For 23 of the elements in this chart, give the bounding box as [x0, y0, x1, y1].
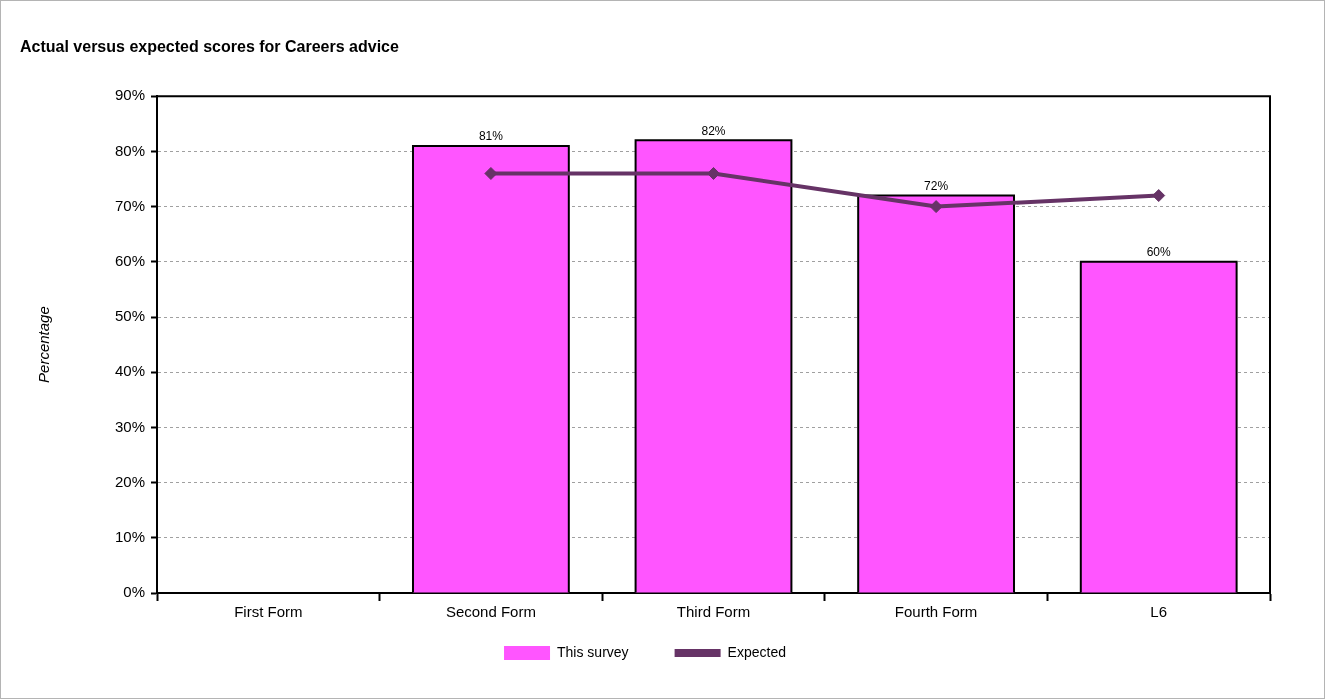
x-tick-label: First Form [234, 603, 303, 621]
x-tick-label: Fourth Form [894, 603, 978, 621]
y-tick-label: 20% [114, 472, 145, 490]
data-label: 72% [924, 178, 949, 193]
y-tick-label: 40% [114, 362, 145, 380]
y-tick-label: 60% [114, 251, 145, 269]
legend-label: Expected [727, 643, 786, 660]
x-tick-label: L6 [1150, 603, 1168, 621]
x-tick-label: Second Form [445, 603, 536, 621]
data-label: 60% [1146, 245, 1172, 260]
chart-title: Actual versus expected scores for Careers advice [20, 38, 399, 56]
y-tick-label: 90% [114, 86, 145, 104]
y-tick-label: 50% [114, 307, 145, 325]
y-tick-label: 30% [114, 417, 145, 435]
legend-label: This survey [557, 643, 629, 660]
y-axis-title: Percentage [35, 306, 53, 383]
y-tick-label: 70% [114, 196, 145, 214]
data-label: 81% [478, 129, 504, 144]
x-tick-label: Third Form [676, 603, 751, 621]
data-label: 82% [701, 123, 726, 138]
y-tick-label: 10% [114, 527, 145, 545]
y-tick-label: 0% [123, 583, 145, 601]
y-tick-label: 80% [114, 141, 145, 159]
